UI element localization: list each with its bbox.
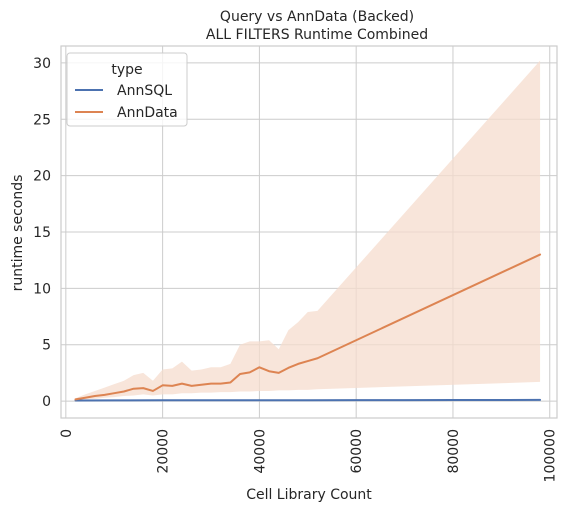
y-tick-label: 10: [33, 281, 51, 297]
confidence-bands: [75, 60, 541, 400]
legend: type AnnSQL AnnData: [66, 52, 188, 127]
y-tick-label: 15: [33, 225, 51, 241]
y-tick-label: 30: [33, 56, 51, 72]
y-axis-label: runtime seconds: [10, 175, 26, 292]
tick-labels: 0 5 10 15 20 25 30 0 20000 40000 60000 80000 100000: [33, 56, 559, 483]
y-tick-label: 5: [42, 338, 51, 354]
chart-subtitle: ALL FILTERS Runtime Combined: [206, 27, 428, 43]
series-line-annsql: [74, 398, 542, 402]
axes: [60, 45, 558, 419]
series-line-anndata: [74, 253, 542, 401]
legend-entries: AnnSQL AnnData: [75, 83, 178, 121]
x-tick-label: 80000: [446, 429, 462, 474]
x-tick-label: 40000: [252, 429, 268, 474]
x-tick-label: 100000: [543, 429, 559, 482]
chart-title: Query vs AnnData (Backed): [220, 9, 414, 25]
y-tick-label: 20: [33, 169, 51, 185]
x-axis-label: Cell Library Count: [246, 487, 372, 503]
x-tick-label: 0: [59, 429, 75, 438]
confidence-band-anndata: [75, 60, 541, 400]
legend-box: [66, 52, 188, 127]
x-tick-label: 20000: [156, 429, 172, 474]
y-tick-label: 0: [42, 394, 51, 410]
legend-label-anndata: AnnData: [117, 105, 178, 121]
legend-title: type: [111, 62, 142, 78]
x-tick-label: 60000: [349, 429, 365, 474]
y-tick-label: 25: [33, 112, 51, 128]
legend-label-annsql: AnnSQL: [117, 83, 172, 99]
plot-frame: [60, 45, 558, 419]
series-lines: [74, 253, 542, 402]
